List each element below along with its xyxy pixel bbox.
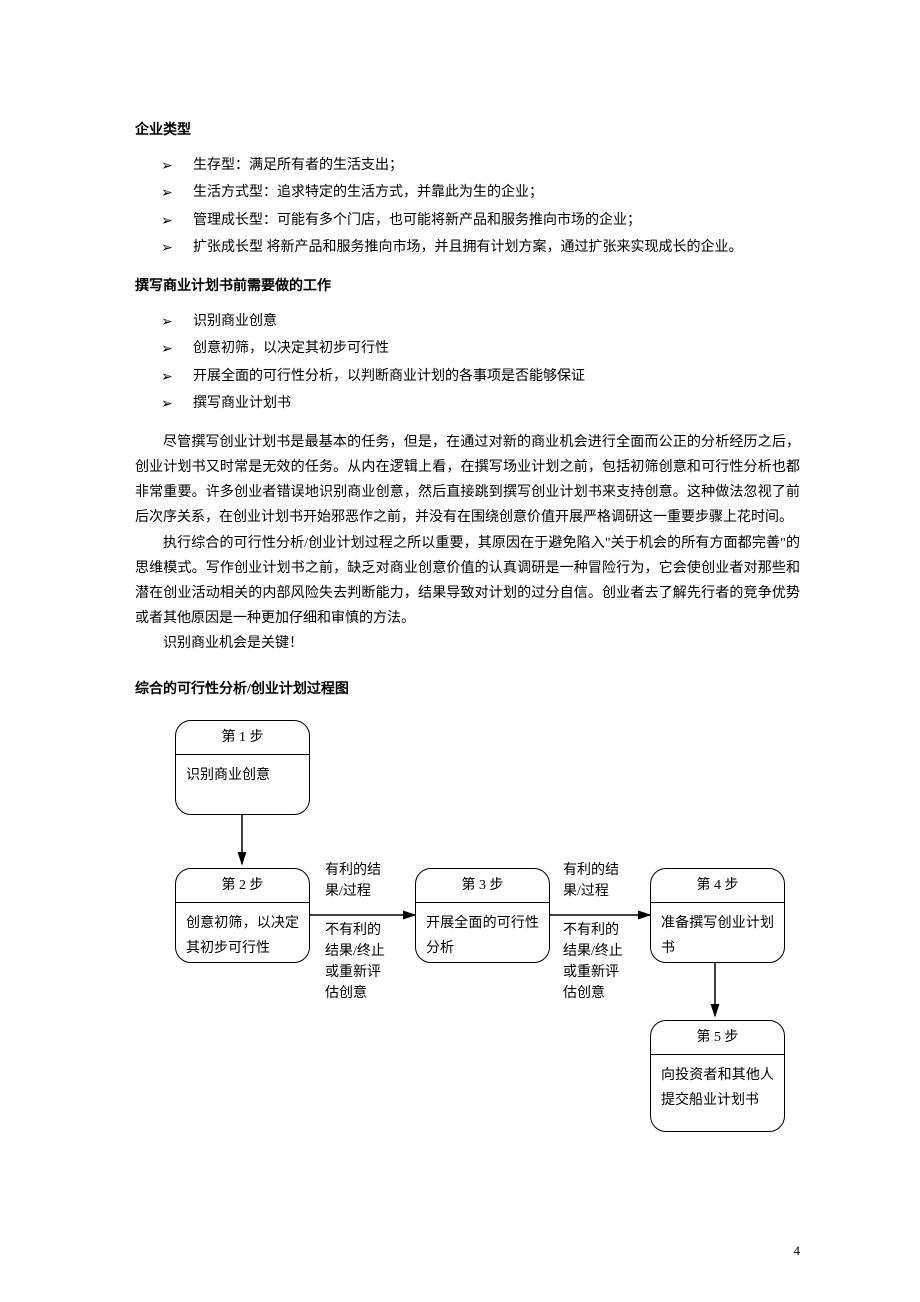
list-item: ➢ 开展全面的可行性分析，以判断商业计划的各事项是否能够保证 — [135, 364, 800, 389]
list-item: ➢ 撰写商业计划书 — [135, 391, 800, 416]
heading-prework: 撰写商业计划书前需要做的工作 — [135, 274, 800, 299]
bullet-icon: ➢ — [161, 153, 193, 178]
bullet-icon: ➢ — [161, 364, 193, 389]
flowchart-edge-label: 不有利的结果/终止或重新评估创意 — [563, 920, 645, 1004]
bullet-icon: ➢ — [161, 208, 193, 233]
list-text: 生存型：满足所有者的生活支出； — [193, 153, 800, 178]
bullet-icon: ➢ — [161, 180, 193, 205]
flowchart-node-body: 向投资者和其他人提交船业计划书 — [651, 1055, 784, 1121]
list-text: 识别商业创意 — [193, 309, 800, 334]
flowchart-node-body: 开展全面的可行性分析 — [416, 903, 549, 969]
list-text: 生活方式型：追求特定的生活方式，并靠此为生的企业； — [193, 180, 800, 205]
list-text: 扩张成长型 将新产品和服务推向市场，并且拥有计划方案，通过扩张来实现成长的企业。 — [193, 235, 800, 260]
flowchart-node-step: 第 1 步 — [176, 721, 309, 755]
list-item: ➢ 生存型：满足所有者的生活支出； — [135, 153, 800, 178]
list-item: ➢ 管理成长型：可能有多个门店，也可能将新产品和服务推向市场的企业； — [135, 208, 800, 233]
flowchart-node-step: 第 3 步 — [416, 869, 549, 903]
flowchart-node: 第 2 步创意初筛，以决定其初步可行性 — [175, 868, 310, 963]
bullet-icon: ➢ — [161, 235, 193, 260]
bullet-icon: ➢ — [161, 336, 193, 361]
paragraph: 执行综合的可行性分析/创业计划过程之所以重要，其原因在于避免陷入"关于机会的所有… — [135, 531, 800, 632]
list-item: ➢ 生活方式型：追求特定的生活方式，并靠此为生的企业； — [135, 180, 800, 205]
bullet-icon: ➢ — [161, 309, 193, 334]
flowchart-node: 第 4 步准备撰写创业计划书 — [650, 868, 785, 963]
document-page: 企业类型 ➢ 生存型：满足所有者的生活支出； ➢ 生活方式型：追求特定的生活方式… — [0, 0, 920, 1302]
flowchart-node-step: 第 4 步 — [651, 869, 784, 903]
flowchart-node-body: 识别商业创意 — [176, 755, 309, 796]
bullet-icon: ➢ — [161, 391, 193, 416]
flowchart-node-body: 准备撰写创业计划书 — [651, 903, 784, 969]
list-item: ➢ 识别商业创意 — [135, 309, 800, 334]
list-item: ➢ 扩张成长型 将新产品和服务推向市场，并且拥有计划方案，通过扩张来实现成长的企… — [135, 235, 800, 260]
flowchart: 第 1 步识别商业创意第 2 步创意初筛，以决定其初步可行性第 3 步开展全面的… — [135, 720, 800, 1160]
list-text: 开展全面的可行性分析，以判断商业计划的各事项是否能够保证 — [193, 364, 800, 389]
heading-enterprise-types: 企业类型 — [135, 118, 800, 143]
paragraph: 尽管撰写创业计划书是最基本的任务，但是，在通过对新的商业机会进行全面而公正的分析… — [135, 430, 800, 531]
page-number: 4 — [794, 1239, 801, 1262]
list-enterprise-types: ➢ 生存型：满足所有者的生活支出； ➢ 生活方式型：追求特定的生活方式，并靠此为… — [135, 153, 800, 260]
flowchart-edge-label: 不有利的结果/终止或重新评估创意 — [325, 920, 407, 1004]
list-text: 撰写商业计划书 — [193, 391, 800, 416]
list-text: 创意初筛，以决定其初步可行性 — [193, 336, 800, 361]
list-text: 管理成长型：可能有多个门店，也可能将新产品和服务推向市场的企业； — [193, 208, 800, 233]
flowchart-edge-label: 有利的结果/过程 — [325, 860, 407, 902]
flowchart-node-step: 第 2 步 — [176, 869, 309, 903]
list-item: ➢ 创意初筛，以决定其初步可行性 — [135, 336, 800, 361]
heading-flowchart: 综合的可行性分析/创业计划过程图 — [135, 677, 800, 702]
flowchart-node: 第 5 步向投资者和其他人提交船业计划书 — [650, 1020, 785, 1132]
flowchart-node: 第 3 步开展全面的可行性分析 — [415, 868, 550, 963]
flowchart-node-body: 创意初筛，以决定其初步可行性 — [176, 903, 309, 969]
list-prework: ➢ 识别商业创意 ➢ 创意初筛，以决定其初步可行性 ➢ 开展全面的可行性分析，以… — [135, 309, 800, 416]
flowchart-node-step: 第 5 步 — [651, 1021, 784, 1055]
flowchart-node: 第 1 步识别商业创意 — [175, 720, 310, 815]
paragraph: 识别商业机会是关键！ — [135, 631, 800, 656]
flowchart-edge-label: 有利的结果/过程 — [563, 860, 645, 902]
